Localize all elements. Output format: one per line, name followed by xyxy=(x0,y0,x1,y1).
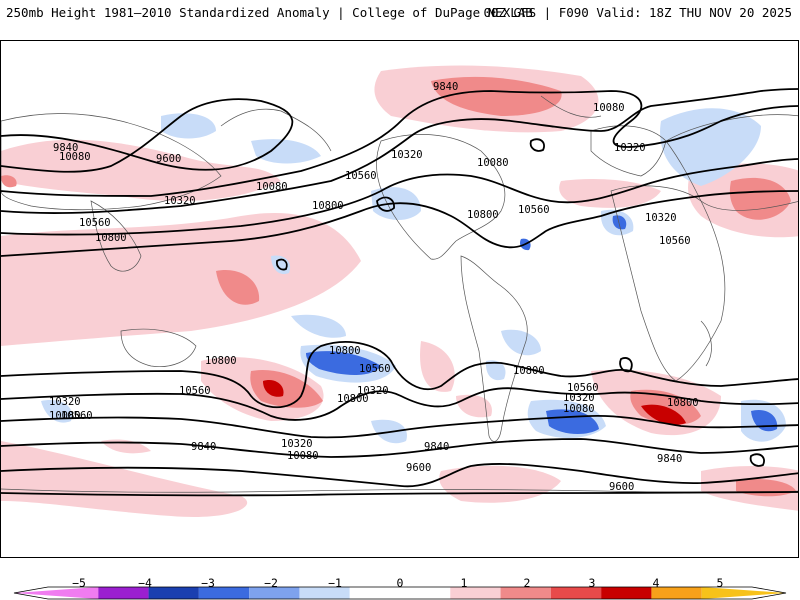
contour-label: 9840 xyxy=(657,453,682,465)
colorbar-tick-label: 5 xyxy=(716,576,724,590)
colorbar-strip xyxy=(13,586,787,600)
colorbar-segment xyxy=(450,587,501,599)
colorbar-tick-label: 1 xyxy=(460,576,468,590)
contour-label: 10080 xyxy=(49,410,81,422)
colorbar-segment xyxy=(148,587,199,599)
colorbar-segment xyxy=(198,587,250,599)
colorbar-segment xyxy=(14,587,99,599)
chart-title: 250mb Height 1981–2010 Standardized Anom… xyxy=(6,5,533,20)
contour-label: 9840 xyxy=(191,441,216,453)
contour-label: 10800 xyxy=(205,355,237,367)
run-info: 00Z GFS | F090 Valid: 18Z THU NOV 20 202… xyxy=(483,5,792,20)
colorbar: −5 −4 −3 −2 −1 0 1 2 3 4 5 xyxy=(0,566,800,600)
contour-label: 10080 xyxy=(256,181,288,193)
contour-label: 10560 xyxy=(359,363,391,375)
colorbar-tick-label: 3 xyxy=(588,576,596,590)
contour-label: 10560 xyxy=(567,382,599,394)
contour-label: 10080 xyxy=(477,157,509,169)
colorbar-tick-label: −3 xyxy=(201,576,215,590)
colorbar-tick-label: −2 xyxy=(264,576,278,590)
height-contours xyxy=(1,88,798,497)
colorbar-tick-label: 4 xyxy=(652,576,660,590)
contour-label: 9600 xyxy=(156,153,181,165)
contour-label: 9600 xyxy=(609,481,634,493)
contour-label: 9840 xyxy=(53,142,78,154)
contour-label: 10560 xyxy=(79,217,111,229)
colorbar-segment xyxy=(701,587,786,599)
contour-label: 10080 xyxy=(59,151,91,163)
contour-label: 10080 xyxy=(287,450,319,462)
contour-label: 10320 xyxy=(281,438,313,450)
contour-label: 10320 xyxy=(357,385,389,397)
contour-label: 10800 xyxy=(312,200,344,212)
contour-label: 10560 xyxy=(179,385,211,397)
contour-label: 10080 xyxy=(593,102,625,114)
contour-label: 10800 xyxy=(467,209,499,221)
contour-label: 9840 xyxy=(424,441,449,453)
contour-label: 9840 xyxy=(433,81,458,93)
darkest-positive-anomaly-areas xyxy=(263,380,686,426)
colorbar-segment xyxy=(550,587,602,599)
colorbar-tick-label: 2 xyxy=(523,576,531,590)
contour-label: 10320 xyxy=(645,212,677,224)
colorbar-segment xyxy=(299,587,350,599)
contour-label: 10800 xyxy=(337,393,369,405)
colorbar-segment xyxy=(400,587,451,599)
colorbar-segment xyxy=(98,587,149,599)
map-canvas: 9840 9600 10080 10320 10560 10800 10080 … xyxy=(1,65,798,517)
contour-label: 10560 xyxy=(518,204,550,216)
negative-anomaly-areas xyxy=(41,108,786,444)
colorbar-segments xyxy=(14,587,786,599)
contour-label: 10560 xyxy=(345,170,377,182)
contour-label: 10320 xyxy=(614,142,646,154)
contour-label: 10560 xyxy=(61,410,93,422)
contour-label: 10320 xyxy=(49,396,81,408)
contour-label: 10800 xyxy=(667,397,699,409)
colorbar-segment xyxy=(249,587,300,599)
contour-label: 9600 xyxy=(406,462,431,474)
contour-label: 10800 xyxy=(513,365,545,377)
contour-label: 10800 xyxy=(329,345,361,357)
contour-label: 10320 xyxy=(164,195,196,207)
header: 250mb Height 1981–2010 Standardized Anom… xyxy=(0,0,800,24)
contour-label: 10320 xyxy=(391,149,423,161)
contour-label: 10560 xyxy=(659,235,691,247)
contour-label: 10800 xyxy=(95,232,127,244)
map-panel[interactable]: 9840 9600 10080 10320 10560 10800 10080 … xyxy=(0,40,799,558)
colorbar-tick-label: 0 xyxy=(396,576,404,590)
colorbar-segment xyxy=(601,587,652,599)
contour-label: 10320 xyxy=(563,392,595,404)
contour-label: 10080 xyxy=(563,403,595,415)
colorbar-segment xyxy=(349,587,400,599)
colorbar-segment xyxy=(651,587,702,599)
contour-labels: 9840 9600 10080 10320 10560 10800 10080 … xyxy=(49,81,699,493)
colorbar-tick-label: −4 xyxy=(138,576,152,590)
colorbar-segment xyxy=(500,587,551,599)
colorbar-tick-label: −1 xyxy=(328,576,342,590)
colorbar-tick-label: −5 xyxy=(72,576,86,590)
